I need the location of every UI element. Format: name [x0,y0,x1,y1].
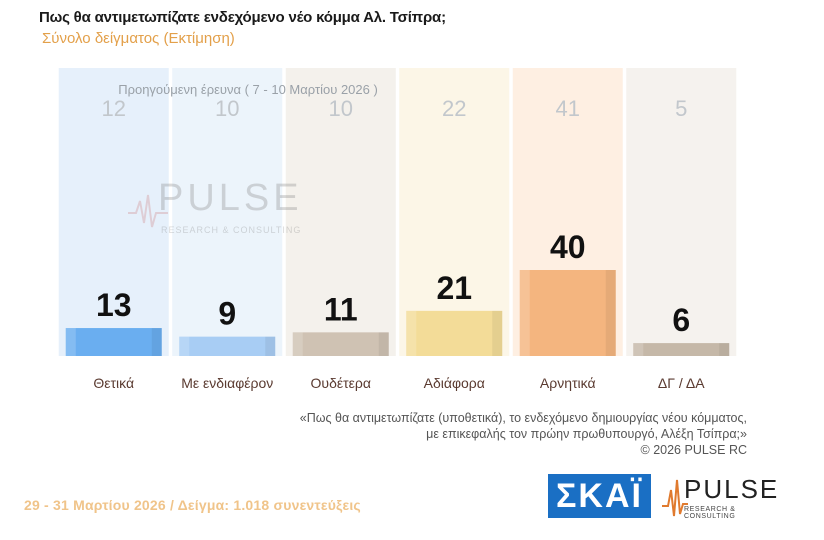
value-label: 6 [672,302,690,338]
bar-chart: 12 13 Θετικά 10 9 Με ενδιαφέρον 10 11 Ουδέτερα 22… [58,68,737,391]
footnote-line-3: © 2026 PULSE RC [640,443,747,457]
previous-survey-label: Προηγούμενη έρευνα ( 7 - 10 Μαρτίου 2026… [118,82,378,97]
value-bar [179,336,276,356]
bar-edge-shade [151,328,162,356]
pulse-logo: PULSE RESEARCH & CONSULTING [662,474,780,520]
previous-value-label: 10 [329,96,353,121]
value-label: 13 [96,287,132,323]
value-label: 11 [324,291,358,327]
value-label: 40 [550,229,586,265]
previous-column-bg [285,68,396,356]
previous-value-label: 10 [215,96,239,121]
value-label: 9 [218,296,236,332]
value-bar [406,310,503,356]
previous-value-label: 41 [556,96,580,121]
bar-edge-highlight [292,332,303,356]
bar-edge-shade [378,332,389,356]
category-label: ΔΓ / ΔΑ [658,375,705,391]
bar-edge-shade [719,343,730,356]
pulse-logo-sub: RESEARCH & CONSULTING [684,506,736,520]
survey-info: 29 - 31 Μαρτίου 2026 / Δείγμα: 1.018 συν… [24,497,361,513]
value-bar [633,343,730,356]
pulse-wave-icon [128,194,168,228]
pulse-watermark: PULSE RESEARCH & CONSULTING [128,177,308,241]
chart-subtitle: Σύνολο δείγματος (Εκτίμηση) [42,30,235,47]
bar-edge-highlight [65,328,76,356]
pulse-logo-word: PULSE [684,474,780,504]
value-bar [292,332,389,356]
category-label: Με ενδιαφέρον [181,375,273,391]
previous-value-label: 5 [675,96,687,121]
category-label: Αδιάφορα [424,375,485,391]
bar-edge-shade [265,336,276,356]
watermark-sub: RESEARCH & CONSULTING [161,225,302,235]
category-label: Θετικά [93,375,134,391]
pulse-heartbeat-icon [662,479,688,517]
value-bar [519,270,616,356]
value-bar [65,328,162,356]
previous-column-bg [172,68,283,356]
skai-logo: ΣΚΑΪ [548,474,651,518]
bar-edge-shade [605,270,616,356]
footnote-line-1: «Πως θα αντιμετωπίζατε (υποθετικά), το ε… [299,411,747,425]
bar-edge-shade [492,310,503,356]
previous-value-label: 12 [102,96,126,121]
category-label: Ουδέτερα [311,375,371,391]
previous-column-bg [399,68,510,356]
bar-edge-highlight [633,343,644,356]
footnote: «Πως θα αντιμετωπίζατε (υποθετικά), το ε… [300,410,747,458]
previous-column-bg [58,68,169,356]
previous-value-label: 22 [442,96,466,121]
value-label: 21 [436,270,472,306]
bar-edge-highlight [179,336,190,356]
footnote-line-2: με επικεφαλής τον πρώην πρωθυπουργό, Αλέ… [426,427,747,441]
category-label: Αρνητικά [540,375,596,391]
bar-edge-highlight [406,310,417,356]
watermark-word: PULSE [158,177,303,219]
bar-edge-highlight [519,270,530,356]
chart-title: Πως θα αντιμετωπίζατε ενδεχόμενο νέο κόμ… [39,9,446,26]
previous-column-bg [626,68,737,356]
